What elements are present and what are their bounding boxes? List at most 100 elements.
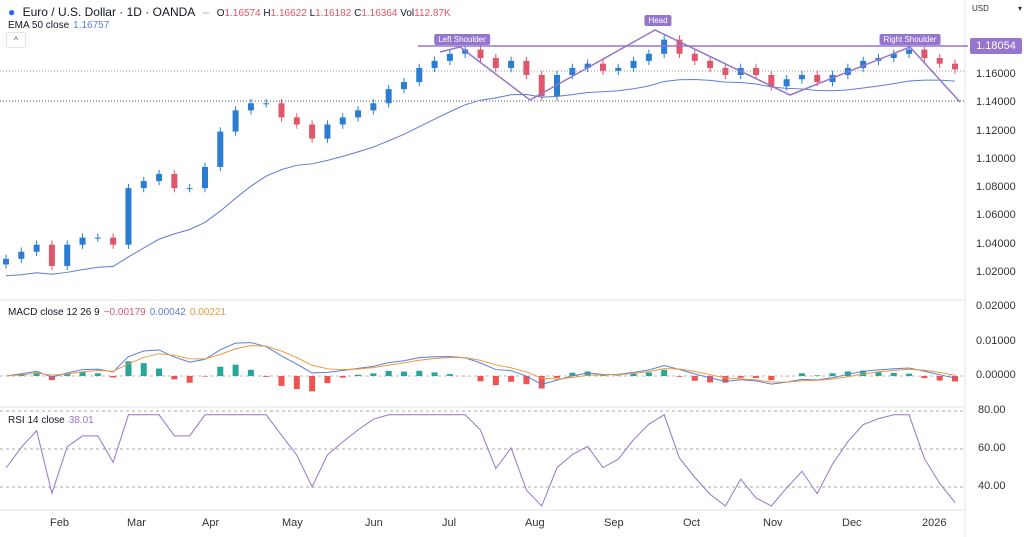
macd-histogram-bar (523, 376, 530, 385)
symbol-title[interactable]: Euro / U.S. Dollar · 1D · OANDA (22, 5, 196, 19)
macd-histogram-bar (661, 369, 668, 376)
price-tick: 1.08000 (976, 181, 1016, 194)
macd-histogram-bar (615, 375, 622, 376)
candle (645, 53, 652, 61)
open-value: 1.16574 (224, 8, 261, 19)
currency-select[interactable]: USD ▾ (972, 4, 1022, 18)
rsi-value: 38.01 (68, 415, 94, 426)
macd-histogram-bar (722, 376, 729, 383)
chevron-up-icon[interactable]: ^ (6, 32, 26, 48)
candle (599, 63, 606, 71)
vol-label: Vol (400, 8, 415, 19)
candle (814, 75, 821, 83)
candle (400, 82, 407, 90)
candle (278, 103, 285, 118)
candle (906, 49, 913, 54)
candle (477, 49, 484, 59)
candle (492, 58, 499, 68)
rsi-tick: 40.00 (978, 480, 1006, 492)
macd-tick: 0.01000 (976, 334, 1016, 347)
head-shoulders-pattern (439, 29, 961, 103)
signal-line (5, 345, 956, 383)
macd-histogram-bar (446, 374, 453, 376)
candle (768, 75, 775, 87)
macd-histogram-bar (79, 371, 86, 376)
macd-histogram-bar (64, 373, 71, 376)
macd-histogram-bar (676, 376, 683, 377)
candle (263, 103, 270, 105)
right-shoulder-label: Right Shoulder (879, 34, 941, 45)
macd-histogram-bar (309, 376, 316, 392)
macd-histogram-bar (492, 376, 499, 386)
macd-histogram-bar (339, 376, 346, 378)
macd-histogram-bar (201, 376, 208, 377)
candle (309, 124, 316, 139)
candle (186, 188, 193, 190)
price-tick: 1.12000 (976, 124, 1016, 137)
candle (355, 110, 362, 118)
macd-histogram-bar (952, 376, 958, 382)
vol-value: 112.87K (414, 8, 451, 19)
candle (18, 251, 25, 259)
price-tick: 1.04000 (976, 237, 1016, 250)
macd-histogram-bar (278, 376, 285, 386)
macd-histogram-bar (936, 376, 943, 381)
macd-legend: MACD close 12 26 9 −0.00179 0.00042 0.00221 (8, 307, 230, 318)
candle (615, 67, 622, 71)
macd-histogram-bar (875, 371, 882, 376)
candle (217, 131, 224, 167)
dash-icon: – (202, 5, 210, 19)
candle (110, 237, 117, 245)
candle (431, 60, 438, 68)
macd-histogram-bar (370, 373, 377, 376)
chevron-down-icon: ▾ (1017, 4, 1022, 13)
time-tick: Jun (365, 517, 383, 529)
macd-histogram-bar (477, 376, 484, 382)
candle (722, 67, 729, 75)
candle (783, 79, 790, 87)
macd-histogram-bar (707, 376, 714, 383)
high-label: H (263, 8, 271, 19)
candle (798, 75, 805, 80)
macd-tick: 0.02000 (976, 300, 1016, 312)
time-tick: 2026 (922, 517, 947, 529)
head-label: Head (644, 15, 672, 26)
macd-histogram-bar (737, 376, 744, 378)
candle (921, 49, 928, 59)
macd-histogram-bar (860, 370, 867, 376)
candle (232, 110, 239, 132)
candle (630, 60, 637, 68)
candle (94, 237, 101, 239)
macd-label[interactable]: MACD close 12 26 9 (8, 307, 100, 318)
candle (707, 60, 714, 68)
macd-hist-value: −0.00179 (103, 307, 146, 318)
candle (125, 188, 132, 245)
macd-histogram-bar (94, 373, 101, 376)
macd-histogram-bar (217, 366, 224, 376)
macd-value: 0.00042 (149, 307, 186, 318)
macd-histogram-bar (232, 364, 239, 376)
candle (156, 173, 163, 182)
time-tick: Feb (50, 517, 69, 529)
currency-label: USD (972, 4, 989, 13)
macd-histogram-bar (48, 376, 55, 381)
macd-histogram-bar (584, 371, 591, 376)
low-value: 1.16182 (315, 8, 352, 19)
candle (753, 67, 760, 75)
candle (416, 67, 423, 83)
candle (293, 117, 300, 125)
ema-label[interactable]: EMA 50 close (8, 20, 70, 31)
candle (569, 67, 576, 75)
close-label: C (354, 8, 362, 19)
symbol-legend: ● Euro / U.S. Dollar · 1D · OANDA – O1.1… (8, 5, 455, 19)
macd-histogram-bar (906, 373, 913, 376)
rsi-label[interactable]: RSI 14 close (8, 415, 65, 426)
rsi-tick: 80.00 (978, 404, 1006, 416)
macd-histogram-bar (385, 370, 392, 376)
candle (691, 53, 698, 61)
rsi-legend: RSI 14 close 38.01 (8, 415, 98, 426)
macd-histogram-bar (554, 376, 561, 378)
candle (936, 58, 943, 64)
macd-histogram-bar (125, 361, 132, 376)
